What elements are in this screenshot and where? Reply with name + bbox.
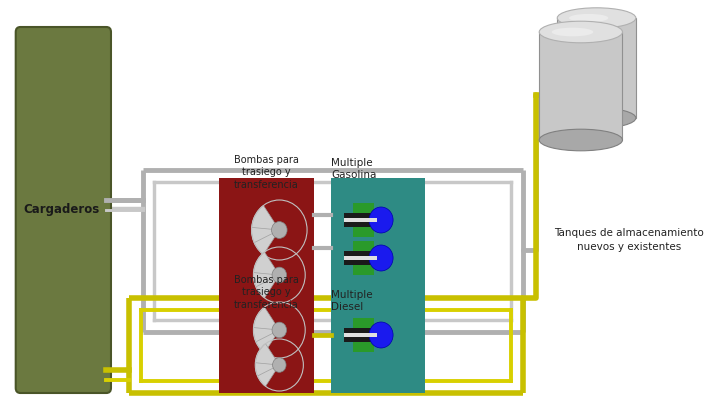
Bar bbox=[353, 203, 374, 213]
Wedge shape bbox=[253, 275, 280, 298]
Bar bbox=[344, 218, 377, 222]
Wedge shape bbox=[253, 263, 280, 287]
Ellipse shape bbox=[569, 14, 608, 22]
Bar bbox=[539, 32, 622, 140]
Circle shape bbox=[272, 322, 287, 338]
Text: Multiple
Gasolina: Multiple Gasolina bbox=[331, 158, 377, 180]
Bar bbox=[344, 333, 377, 337]
Circle shape bbox=[272, 222, 287, 238]
Bar bbox=[557, 18, 636, 118]
Wedge shape bbox=[253, 307, 280, 330]
Bar bbox=[219, 178, 314, 328]
Bar bbox=[219, 298, 314, 393]
Bar bbox=[344, 213, 377, 227]
Ellipse shape bbox=[557, 8, 636, 28]
Wedge shape bbox=[253, 330, 280, 353]
Circle shape bbox=[273, 358, 286, 372]
Ellipse shape bbox=[539, 21, 622, 43]
Circle shape bbox=[369, 322, 393, 348]
Circle shape bbox=[272, 267, 287, 283]
Bar bbox=[344, 328, 377, 342]
Text: Bombas para
trasiego y
transferencia: Bombas para trasiego y transferencia bbox=[234, 155, 299, 190]
Text: Bombas para
trasiego y
transferencia: Bombas para trasiego y transferencia bbox=[234, 275, 299, 310]
Bar bbox=[331, 178, 426, 328]
Ellipse shape bbox=[552, 28, 593, 36]
Wedge shape bbox=[256, 344, 280, 365]
Bar bbox=[353, 227, 374, 237]
Circle shape bbox=[369, 245, 393, 271]
Bar bbox=[353, 241, 374, 251]
Bar bbox=[344, 251, 377, 265]
Wedge shape bbox=[253, 318, 280, 342]
Wedge shape bbox=[251, 230, 280, 255]
Wedge shape bbox=[253, 252, 280, 275]
Ellipse shape bbox=[539, 129, 622, 151]
Wedge shape bbox=[256, 354, 280, 376]
Circle shape bbox=[369, 207, 393, 233]
Bar bbox=[353, 265, 374, 275]
Ellipse shape bbox=[557, 108, 636, 128]
Wedge shape bbox=[251, 206, 280, 230]
Wedge shape bbox=[251, 217, 280, 243]
Text: Cargaderos: Cargaderos bbox=[24, 203, 100, 216]
FancyBboxPatch shape bbox=[16, 27, 111, 393]
Bar bbox=[331, 298, 426, 393]
Bar bbox=[353, 318, 374, 328]
Text: Tanques de almacenamiento
nuevos y existentes: Tanques de almacenamiento nuevos y exist… bbox=[554, 228, 704, 252]
Wedge shape bbox=[256, 365, 280, 386]
Bar bbox=[353, 342, 374, 352]
Bar bbox=[344, 256, 377, 260]
Text: Multiple
Diesel: Multiple Diesel bbox=[331, 290, 372, 312]
